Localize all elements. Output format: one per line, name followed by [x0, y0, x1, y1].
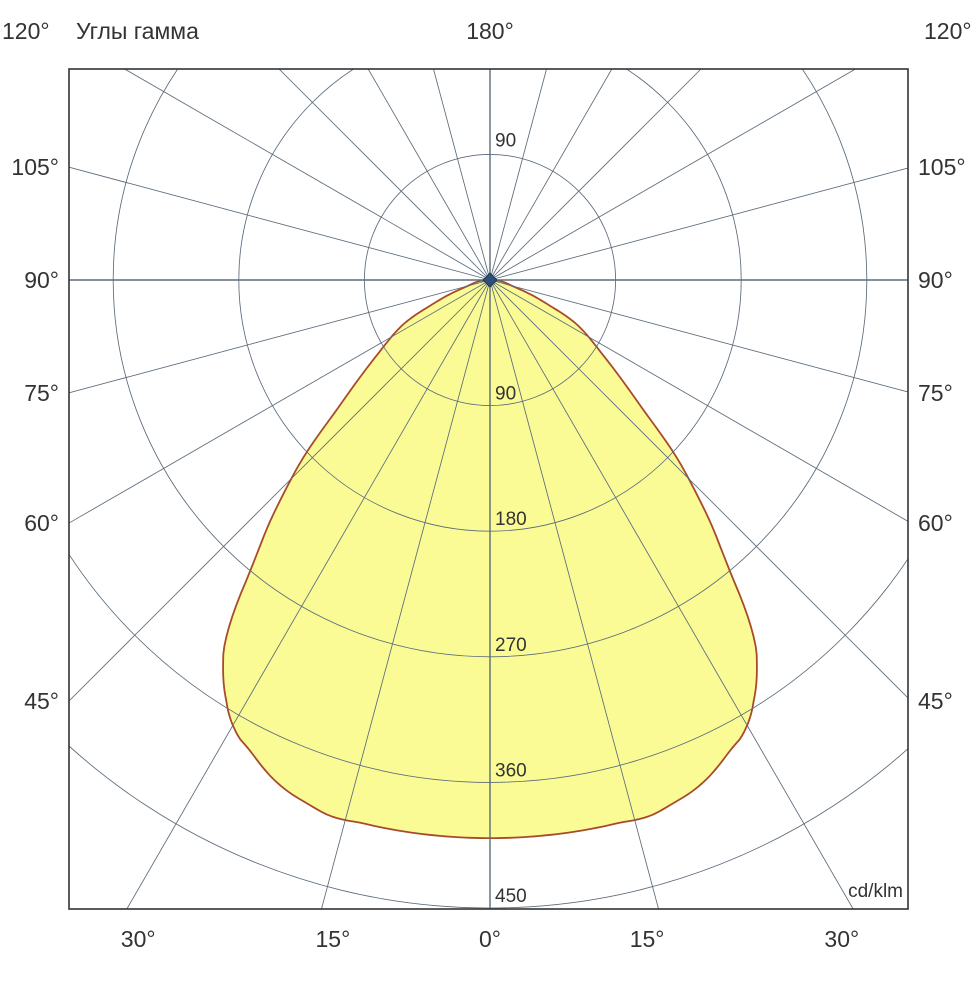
svg-text:270: 270 — [495, 635, 527, 656]
svg-text:60°: 60° — [918, 510, 953, 536]
svg-text:0°: 0° — [479, 926, 501, 952]
svg-text:120°: 120° — [924, 18, 972, 44]
svg-text:450: 450 — [495, 886, 527, 907]
svg-text:180°: 180° — [466, 18, 514, 44]
svg-text:105°: 105° — [11, 154, 59, 180]
svg-text:75°: 75° — [24, 380, 59, 406]
svg-text:90: 90 — [495, 384, 516, 405]
svg-text:45°: 45° — [918, 688, 953, 714]
svg-text:Углы гамма: Углы гамма — [76, 18, 199, 44]
svg-text:45°: 45° — [24, 688, 59, 714]
svg-text:60°: 60° — [24, 510, 59, 536]
svg-text:90°: 90° — [24, 267, 59, 293]
svg-text:360: 360 — [495, 760, 527, 781]
svg-text:75°: 75° — [918, 380, 953, 406]
svg-text:30°: 30° — [824, 926, 859, 952]
svg-text:cd/klm: cd/klm — [848, 881, 903, 902]
svg-text:180: 180 — [495, 509, 527, 530]
svg-text:30°: 30° — [121, 926, 156, 952]
svg-text:15°: 15° — [316, 926, 351, 952]
svg-text:120°: 120° — [2, 18, 50, 44]
svg-text:105°: 105° — [918, 154, 966, 180]
svg-text:90°: 90° — [918, 267, 953, 293]
svg-text:15°: 15° — [630, 926, 665, 952]
svg-text:90: 90 — [495, 130, 516, 151]
